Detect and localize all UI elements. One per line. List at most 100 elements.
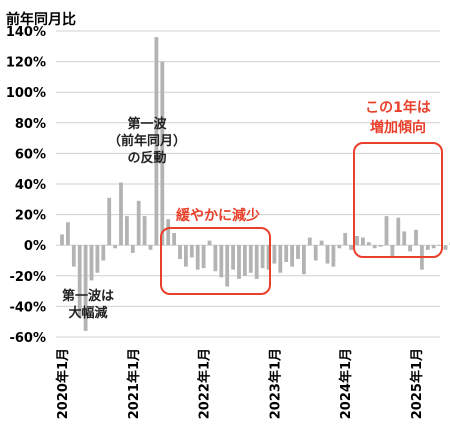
bar [396,217,401,246]
bar [107,197,112,246]
y-tick-label: -20% [9,270,46,285]
bar [113,245,117,249]
x-tick-label: 2021年1月 [126,348,142,419]
bar [136,200,141,246]
y-axis-title: 前年同月比 [6,11,76,28]
bar [302,245,306,275]
highlight-box-decline [160,227,271,295]
bar [378,245,383,247]
bar [66,222,70,246]
bar [160,61,165,246]
ann-one-year-line: この1年は [365,99,431,116]
ann-rebound-line: 第一波 [127,116,167,132]
ann-rebound-line: の反動 [127,150,166,166]
y-tick-labels: 140% 120% 100% 80% 60% 40% 20% 0% -20% -40% -60% [6,25,46,346]
bar [125,216,129,246]
bar [355,236,359,246]
bar [390,245,395,256]
bar [166,219,171,246]
bar [425,245,430,250]
bar [307,237,312,246]
bar [372,245,377,249]
bar [130,245,135,253]
bar [266,245,271,270]
bar [71,245,76,267]
bar [219,245,224,278]
bar [402,231,407,246]
y-tick-label: 140% [6,25,46,40]
bar [278,245,283,273]
x-tick-label: 2023年1月 [267,348,283,419]
bar [201,245,206,269]
bar [319,240,324,246]
bar [95,245,100,273]
bar [60,234,64,246]
bar [154,37,159,246]
gridlines [56,30,440,338]
bar [248,245,253,273]
bar [349,245,353,250]
bar [184,245,188,267]
bar [361,237,365,246]
bar [142,216,147,246]
bar [290,245,294,267]
bar [437,245,442,246]
y-tick-label: 60% [15,147,46,162]
ann-slow-decline-line: 緩やかに減少 [176,207,260,224]
bar [284,245,289,263]
y-tick-label: 20% [15,209,46,224]
bar [237,245,241,279]
bar [148,245,153,250]
highlight-boxes [160,142,443,295]
bar [384,216,389,246]
bar [272,245,277,264]
y-tick-label: 40% [15,178,46,193]
bar [83,245,88,331]
bars [60,37,450,331]
bar [343,232,348,246]
bar [77,245,82,318]
y-tick-label: 80% [15,117,46,132]
bar [189,245,194,258]
bar [89,245,94,281]
ann-one-year-line: 増加傾向 [370,119,426,136]
bar [337,245,342,249]
bar [408,245,412,252]
bar [254,245,259,279]
x-tick-label: 2022年1月 [197,348,213,419]
x-tick-label: 2025年1月 [409,348,425,419]
bar [178,245,182,259]
bar [195,245,200,270]
y-tick-label: 0% [24,239,46,254]
bar [207,240,212,246]
x-tick-labels: 2020年1月 2021年1月 2022年1月 2023年1月 2024年1月 2025年… [55,348,425,419]
bar [243,245,247,276]
bar [260,245,265,269]
bar [225,245,230,287]
bar [366,242,371,246]
bar [101,245,106,261]
bar [431,245,436,249]
bar [331,245,336,267]
bar [119,182,123,246]
bar [172,232,176,246]
x-tick-label: 2020年1月 [55,348,71,419]
bar [325,245,330,264]
ann-first-wave-drop-line: 大幅減 [68,305,107,321]
bar [213,245,218,272]
y-tick-label: -60% [9,331,46,346]
bar [313,245,318,261]
x-tick-label: 2024年1月 [338,348,354,419]
ann-rebound-line: （前年同月） [108,133,186,149]
ann-first-wave-drop-line: 第一波は [62,288,114,304]
y-tick-label: 100% [6,86,46,101]
bar [414,229,418,246]
y-tick-label: 120% [6,56,46,71]
highlight-box-increase [353,142,443,258]
y-tick-label: -40% [9,300,46,315]
bar [296,245,300,259]
bar [443,245,448,250]
bar [231,245,235,270]
